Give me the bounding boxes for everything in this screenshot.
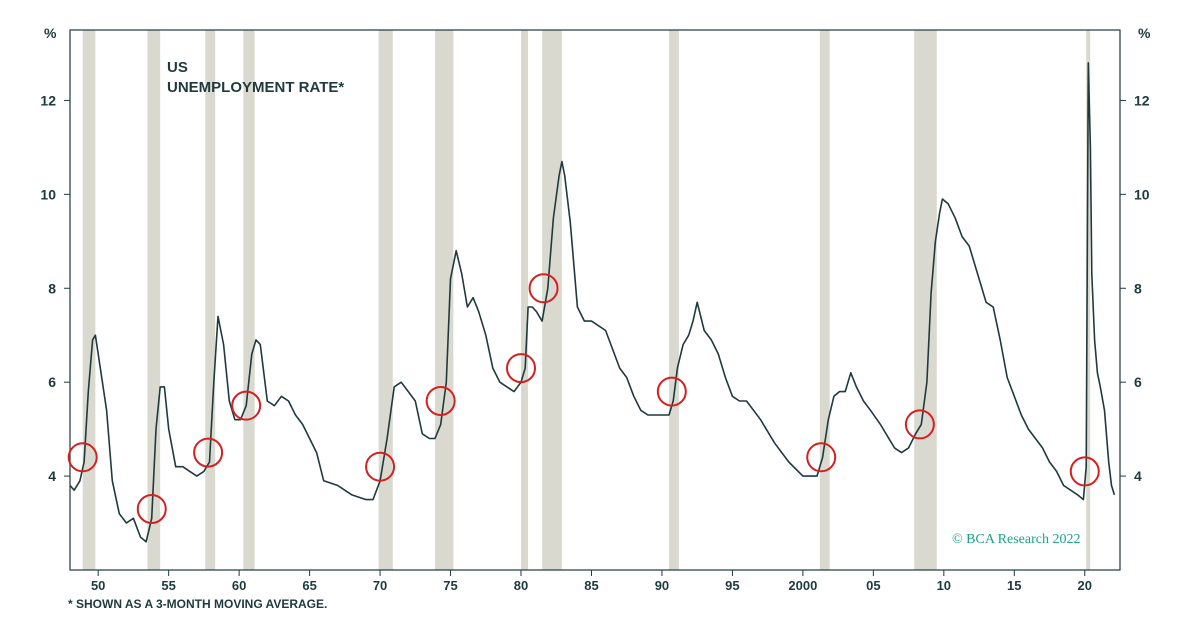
y-tick-label-left: 6 [48,374,56,390]
series-line-unemployment [69,62,1116,543]
y-tick-label-left: 4 [48,468,56,484]
recession-band [1086,30,1091,570]
recession-marker [528,273,559,304]
markers [67,273,1100,524]
x-tick-label: 50 [91,578,105,593]
recession-band [668,30,679,570]
x-tick-label: 80 [514,578,528,593]
x-tick-label: 90 [655,578,669,593]
recession-band [378,30,393,570]
y-tick-label-right: 10 [1134,186,1150,202]
x-tick-label: 10 [937,578,951,593]
recession-band [521,30,529,570]
y-tick-label-left: 8 [48,280,56,296]
footnote: * SHOWN AS A 3-MONTH MOVING AVERAGE. [68,597,327,611]
x-tick-label: 60 [232,578,246,593]
y-tick-label-left: 10 [40,186,56,202]
x-tick-label: 20 [1078,578,1092,593]
x-tick-label: 85 [584,578,598,593]
recession-band [205,30,216,570]
x-tick-label: 75 [443,578,457,593]
x-tick-label: 2000 [788,578,817,593]
recession-marker [904,409,935,440]
y-tick-label-right: 12 [1134,92,1150,108]
chart-title: US [167,59,188,76]
recession-band [435,30,454,570]
recession-band [243,30,255,570]
recession-marker [136,493,167,524]
y-tick-label-right: 6 [1134,374,1142,390]
recession-marker [806,442,837,473]
y-tick-label-right: 4 [1134,468,1142,484]
recession-marker [231,390,262,421]
x-tick-label: 05 [866,578,880,593]
y-unit-right: % [1138,25,1151,41]
recession-band [82,30,96,570]
x-tick-label: 95 [725,578,739,593]
chart-subtitle: UNEMPLOYMENT RATE* [167,79,344,96]
y-unit-left: % [44,25,57,41]
x-tick-label: 70 [373,578,387,593]
recession-marker [365,451,396,482]
y-tick-label-left: 12 [40,92,56,108]
recession-band [147,30,161,570]
recession-band [819,30,830,570]
recession-marker [193,437,224,468]
recession-band [914,30,937,570]
recession-marker [656,376,687,407]
recession-bands [82,30,1091,570]
x-axis: 50 55 60 65 70 75 80 85 90 95 2000 05 10 15 20 [91,570,1092,593]
y-axis: 4 4 6 6 8 8 10 10 12 12 [40,92,1149,484]
recession-marker [67,442,98,473]
recession-marker [1069,456,1100,487]
credit: © BCA Research 2022 [952,532,1080,547]
recession-marker [506,353,537,384]
x-tick-label: 15 [1007,578,1021,593]
y-tick-label-right: 8 [1134,280,1142,296]
x-tick-label: 65 [302,578,316,593]
recession-marker [425,385,456,416]
x-tick-label: 55 [161,578,175,593]
plot-frame [69,29,1121,571]
